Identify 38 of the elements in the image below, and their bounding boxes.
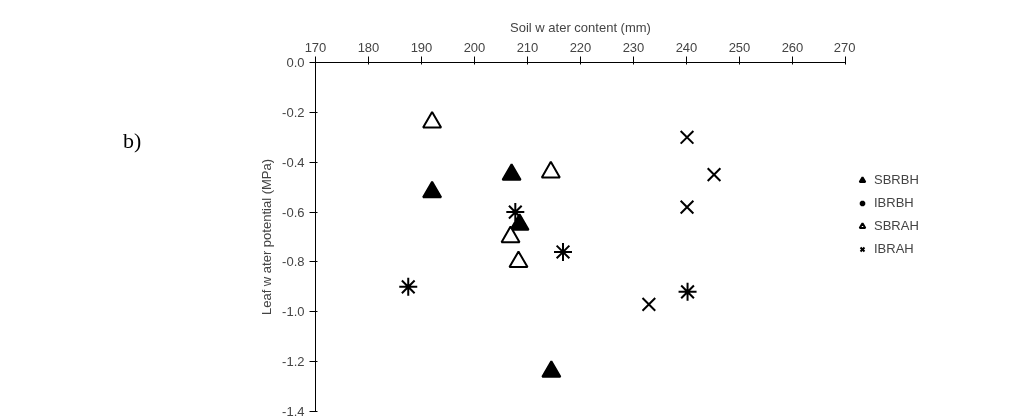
point: [553, 241, 574, 262]
y-tick-label: -1.4: [282, 404, 305, 419]
y-tick-label: 0.0: [286, 55, 305, 70]
x-tick-label: 220: [569, 39, 592, 55]
point: [677, 281, 698, 302]
point: [508, 250, 529, 269]
point: [540, 160, 561, 179]
y-tick-label: -0.4: [282, 154, 305, 170]
y-tick-label: -0.8: [282, 254, 305, 270]
y-tick-label: -0.2: [282, 104, 305, 120]
point: [679, 199, 695, 215]
legend-label: IBRAH: [874, 241, 914, 256]
x-tick-label: 240: [675, 39, 698, 55]
point: [422, 180, 443, 199]
y-tick-label: -0.6: [282, 204, 305, 220]
x-tick-label: 260: [781, 39, 804, 55]
text: b): [123, 127, 142, 155]
legend-label: SBRBH: [874, 172, 919, 187]
x-tick-label: 250: [728, 39, 751, 55]
x-tick-label: 180: [357, 39, 380, 55]
point: [509, 213, 530, 231]
x-tick-label: 200: [463, 39, 486, 55]
legend-label: SBRAH: [874, 218, 919, 233]
legend-label: IBRBH: [874, 195, 914, 210]
point: [398, 276, 419, 297]
x-axis-title: Soil w ater content (mm): [510, 19, 651, 35]
x-tick-label: 190: [410, 39, 433, 55]
point: [500, 225, 521, 244]
x-tick-label: 270: [833, 39, 856, 55]
point: [422, 110, 443, 129]
y-tick-label: -1.0: [282, 304, 305, 320]
point: [501, 163, 522, 181]
x-tick-label: 230: [622, 39, 645, 55]
y-axis-title: Leaf w ater potential (MPa): [259, 158, 275, 316]
point: [641, 296, 657, 312]
y-tick-label: -1.2: [282, 354, 305, 370]
x-tick-label: 210: [516, 39, 539, 55]
x-tick-label: 170: [304, 39, 327, 55]
